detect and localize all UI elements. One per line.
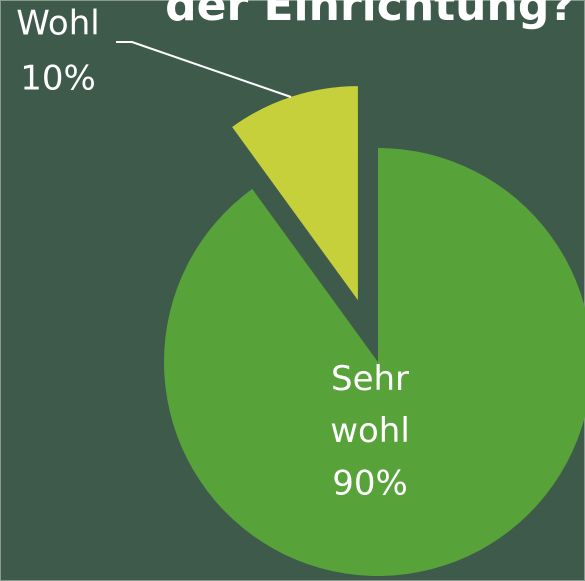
pie-slice	[232, 86, 358, 301]
value-label: 10%	[20, 59, 96, 99]
value-label: 90%	[332, 464, 408, 504]
category-label: Sehr wohl	[330, 359, 410, 451]
pie-slice	[164, 148, 585, 576]
leader-line	[116, 41, 292, 98]
category-label: Wohl	[16, 4, 99, 44]
chart-title: der Einrichtung?	[165, 0, 575, 31]
